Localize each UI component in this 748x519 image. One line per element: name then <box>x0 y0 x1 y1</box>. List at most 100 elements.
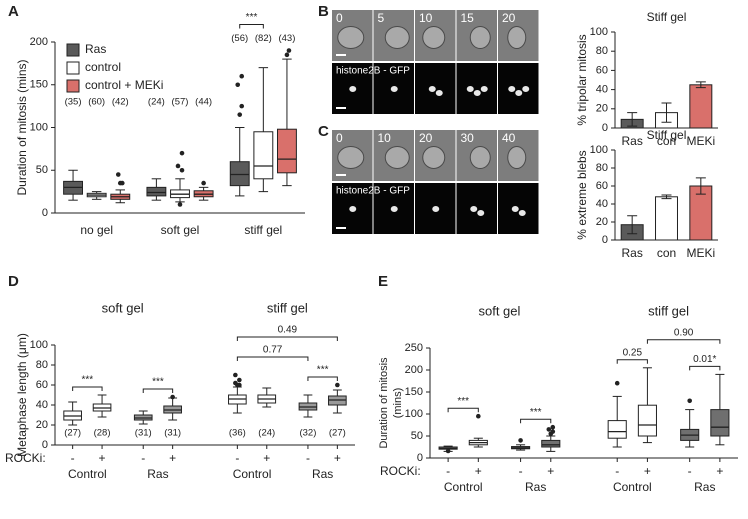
box <box>253 131 274 180</box>
outlier <box>286 48 292 53</box>
error-bar <box>627 215 638 235</box>
outlier <box>233 372 238 378</box>
x-tick-label: - <box>519 464 523 478</box>
condition-label: Ras <box>312 467 333 481</box>
chromatin <box>480 86 488 93</box>
frame-time: 20 <box>419 131 433 145</box>
significance-label: 0.25 <box>623 347 643 358</box>
significance-bracket <box>689 365 721 371</box>
bar <box>689 84 713 129</box>
box <box>146 186 167 197</box>
chromatin <box>432 206 440 213</box>
y-tick-label: 40 <box>596 84 608 96</box>
n-label: (24) <box>258 428 275 439</box>
outlier <box>687 398 692 404</box>
frame-time: 15 <box>461 11 475 25</box>
y-tick-label: 60 <box>596 180 608 192</box>
n-label: (43) <box>278 33 295 44</box>
x-tick-label: + <box>475 464 482 478</box>
cell <box>469 146 491 169</box>
frame-time: 5 <box>378 11 385 25</box>
outlier <box>335 382 340 388</box>
y-axis-label: Metaphase length (μm) <box>15 333 29 457</box>
y-axis-label: (mins) <box>392 388 404 419</box>
y-tick-label: 100 <box>30 121 48 133</box>
x-tick-label: con <box>657 134 676 148</box>
significance-bracket <box>72 386 103 391</box>
y-tick-label: 50 <box>411 430 423 442</box>
x-tick-label: + <box>716 464 723 478</box>
error-bar <box>627 112 638 127</box>
group-title: soft gel <box>102 300 144 315</box>
chromatin <box>390 206 398 213</box>
n-label: (44) <box>195 96 212 107</box>
frame-time: 0 <box>336 131 343 145</box>
fluorescence-frame <box>456 63 497 114</box>
error-bar <box>661 194 672 200</box>
cell <box>507 146 527 169</box>
outlier <box>518 438 523 443</box>
significance-label: 0.77 <box>263 345 283 356</box>
frame-time: 40 <box>502 131 516 145</box>
outlier <box>179 150 185 156</box>
group-title: stiff gel <box>267 300 308 315</box>
panel-letter: B <box>318 3 329 20</box>
x-tick-label: - <box>306 451 310 465</box>
y-tick-label: 50 <box>36 164 48 176</box>
cell <box>384 26 410 49</box>
significance-bracket <box>616 359 648 364</box>
condition-label: Ras <box>525 480 546 494</box>
outlier <box>237 112 243 117</box>
n-label: (31) <box>164 428 181 439</box>
panel-letter: C <box>318 123 329 140</box>
significance-label: *** <box>530 407 542 418</box>
x-tick-label: Ras <box>621 134 642 148</box>
cell <box>507 26 527 49</box>
x-tick-label: Ras <box>621 246 642 260</box>
chart-title: Stiff gel <box>647 10 687 24</box>
y-tick-label: 20 <box>596 103 608 115</box>
y-tick-label: 40 <box>596 198 608 210</box>
x-tick-label: - <box>446 464 450 478</box>
y-axis-label: Duration of mitosis (mins) <box>15 59 29 195</box>
panel-letter: D <box>8 273 19 290</box>
cell <box>469 26 491 49</box>
condition-label: Ras <box>694 480 715 494</box>
outlier <box>235 82 241 88</box>
outlier <box>239 73 245 79</box>
box <box>607 420 627 439</box>
significance-bracket <box>307 376 338 381</box>
frame-time: 10 <box>378 131 392 145</box>
box <box>637 404 657 437</box>
bar <box>655 196 678 241</box>
n-label: (27) <box>64 428 81 439</box>
chromatin <box>477 210 485 217</box>
y-tick-label: 0 <box>602 234 608 246</box>
chromatin <box>428 86 436 93</box>
cell <box>384 146 410 169</box>
significance-label: *** <box>457 396 469 407</box>
x-tick-label: - <box>615 464 619 478</box>
x-tick-label: + <box>169 451 176 465</box>
significance-bracket <box>520 418 552 424</box>
x-tick-label: + <box>334 451 341 465</box>
outlier <box>550 424 556 430</box>
panel-letter: A <box>8 3 19 20</box>
legend-swatch <box>66 79 80 93</box>
error-bar <box>695 177 706 195</box>
x-tick-label: no gel <box>80 223 113 237</box>
outlier <box>546 427 552 432</box>
y-tick-label: 40 <box>36 399 48 411</box>
x-tick-label: MEKi <box>686 246 715 260</box>
outlier <box>239 103 245 109</box>
significance-label: 0.01* <box>693 354 716 365</box>
condition-label: Control <box>233 467 272 481</box>
frame-time: 10 <box>419 11 433 25</box>
x-tick-label: + <box>547 464 554 478</box>
n-label: (56) <box>231 33 248 44</box>
outlier <box>175 163 181 169</box>
outlier <box>237 377 242 383</box>
significance-bracket <box>142 388 174 393</box>
cell <box>422 26 446 49</box>
